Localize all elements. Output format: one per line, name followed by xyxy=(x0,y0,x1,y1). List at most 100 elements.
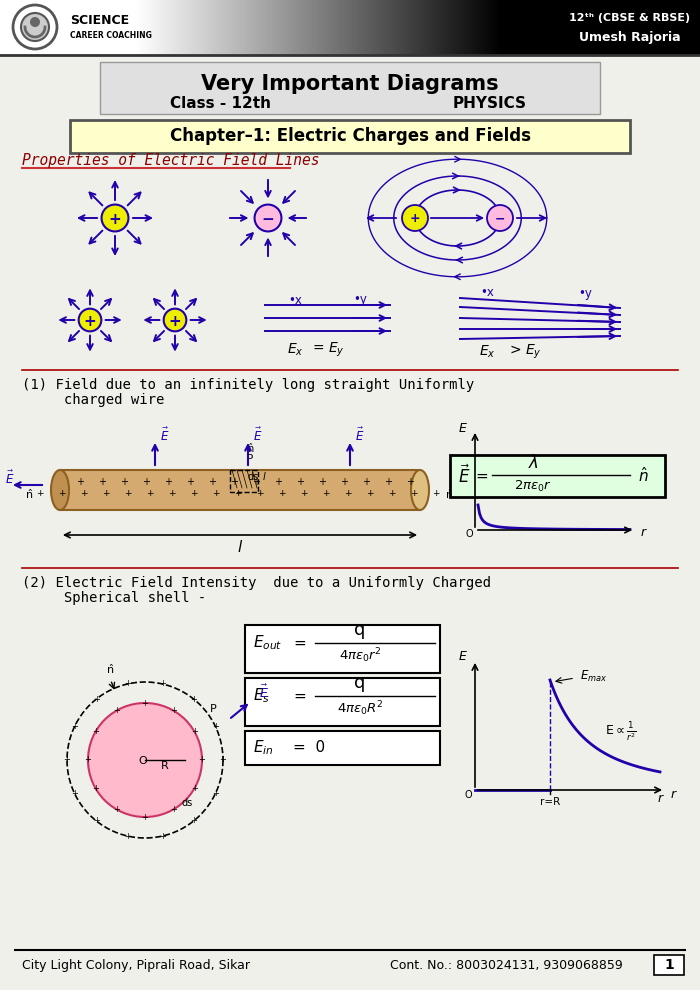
Text: •x: •x xyxy=(288,293,302,307)
Text: 12ᵗʰ (CBSE & RBSE): 12ᵗʰ (CBSE & RBSE) xyxy=(569,13,691,23)
Bar xyxy=(294,0,297,55)
Text: +: + xyxy=(433,488,440,498)
Text: (2) Electric Field Intensity  due to a Uniformly Charged: (2) Electric Field Intensity due to a Un… xyxy=(22,576,491,590)
Bar xyxy=(281,0,284,55)
Bar xyxy=(304,0,307,55)
Text: +: + xyxy=(169,314,181,329)
Text: $E_x$: $E_x$ xyxy=(479,344,496,360)
Bar xyxy=(327,0,330,55)
Bar xyxy=(407,0,410,55)
Text: E $\propto\frac{1}{r}$: E $\propto\frac{1}{r}$ xyxy=(565,470,598,492)
Text: −: − xyxy=(262,212,274,227)
Bar xyxy=(248,0,251,55)
Text: E$\propto\frac{1}{r^2}$: E$\propto\frac{1}{r^2}$ xyxy=(605,721,637,743)
Text: +: + xyxy=(220,755,226,764)
Text: SCIENCE: SCIENCE xyxy=(70,15,129,28)
Bar xyxy=(202,0,205,55)
Bar xyxy=(436,0,439,55)
Text: $\vec{E}$: $\vec{E}$ xyxy=(458,464,470,487)
Text: +: + xyxy=(92,727,99,736)
Text: =: = xyxy=(293,636,306,650)
Bar xyxy=(440,0,442,55)
Bar xyxy=(193,0,196,55)
Circle shape xyxy=(164,309,186,332)
Text: +: + xyxy=(141,813,148,822)
Text: +: + xyxy=(64,755,71,764)
Bar xyxy=(345,0,348,55)
Bar xyxy=(309,0,312,55)
Circle shape xyxy=(78,309,102,332)
Bar xyxy=(166,0,169,55)
Bar xyxy=(394,0,397,55)
Bar xyxy=(654,955,684,975)
Bar xyxy=(237,0,240,55)
Text: O: O xyxy=(464,790,472,800)
Bar xyxy=(352,0,355,55)
Bar xyxy=(208,0,211,55)
Text: r=R: r=R xyxy=(540,797,560,807)
Bar xyxy=(321,0,324,55)
Bar xyxy=(225,0,228,55)
Bar xyxy=(442,0,444,55)
Text: +: + xyxy=(141,699,148,708)
Bar xyxy=(482,0,484,55)
Text: Very Important Diagrams: Very Important Diagrams xyxy=(201,74,499,94)
Bar xyxy=(494,0,497,55)
Text: +: + xyxy=(274,477,282,487)
Bar xyxy=(259,0,262,55)
Bar xyxy=(241,0,244,55)
Text: City Light Colony, Piprali Road, Sikar: City Light Colony, Piprali Road, Sikar xyxy=(22,958,250,971)
Text: +: + xyxy=(80,488,88,498)
Text: =: = xyxy=(293,688,306,704)
Bar xyxy=(416,0,419,55)
Bar xyxy=(443,0,447,55)
Circle shape xyxy=(402,205,428,231)
Bar xyxy=(409,0,412,55)
Bar xyxy=(354,0,357,55)
Bar xyxy=(220,0,223,55)
Bar xyxy=(403,0,406,55)
Text: ds: ds xyxy=(248,472,259,482)
Text: Class - 12th: Class - 12th xyxy=(169,96,270,112)
Bar xyxy=(460,0,463,55)
Bar xyxy=(168,0,171,55)
Bar xyxy=(358,0,360,55)
Text: +: + xyxy=(58,488,66,498)
Bar xyxy=(223,0,225,55)
Ellipse shape xyxy=(51,470,69,510)
Bar xyxy=(456,0,459,55)
Text: q: q xyxy=(354,674,365,692)
Bar xyxy=(206,0,209,55)
Bar xyxy=(204,0,207,55)
Bar xyxy=(336,0,339,55)
Bar xyxy=(226,0,229,55)
Bar xyxy=(190,0,193,55)
Text: Cont. No.: 8003024131, 9309068859: Cont. No.: 8003024131, 9309068859 xyxy=(390,958,623,971)
Text: +: + xyxy=(252,477,260,487)
Bar xyxy=(100,62,600,114)
Bar xyxy=(256,0,258,55)
Bar xyxy=(0,0,700,55)
Bar xyxy=(414,0,417,55)
Circle shape xyxy=(88,703,202,817)
Text: +: + xyxy=(384,477,392,487)
Bar xyxy=(177,0,180,55)
Bar xyxy=(427,0,430,55)
Bar xyxy=(183,0,186,55)
Text: $\vec{E}$: $\vec{E}$ xyxy=(160,427,169,444)
Text: +: + xyxy=(108,212,121,227)
Text: +: + xyxy=(234,488,241,498)
Bar xyxy=(370,0,373,55)
Text: +: + xyxy=(71,789,78,798)
Bar xyxy=(398,0,400,55)
Text: =  0: = 0 xyxy=(293,741,325,755)
Text: +: + xyxy=(170,805,177,814)
Bar xyxy=(349,0,351,55)
Text: =: = xyxy=(475,468,488,483)
Bar xyxy=(340,0,342,55)
Text: −: − xyxy=(495,213,505,226)
Bar xyxy=(325,0,328,55)
Bar xyxy=(498,0,501,55)
Bar xyxy=(466,0,468,55)
Bar xyxy=(214,0,216,55)
